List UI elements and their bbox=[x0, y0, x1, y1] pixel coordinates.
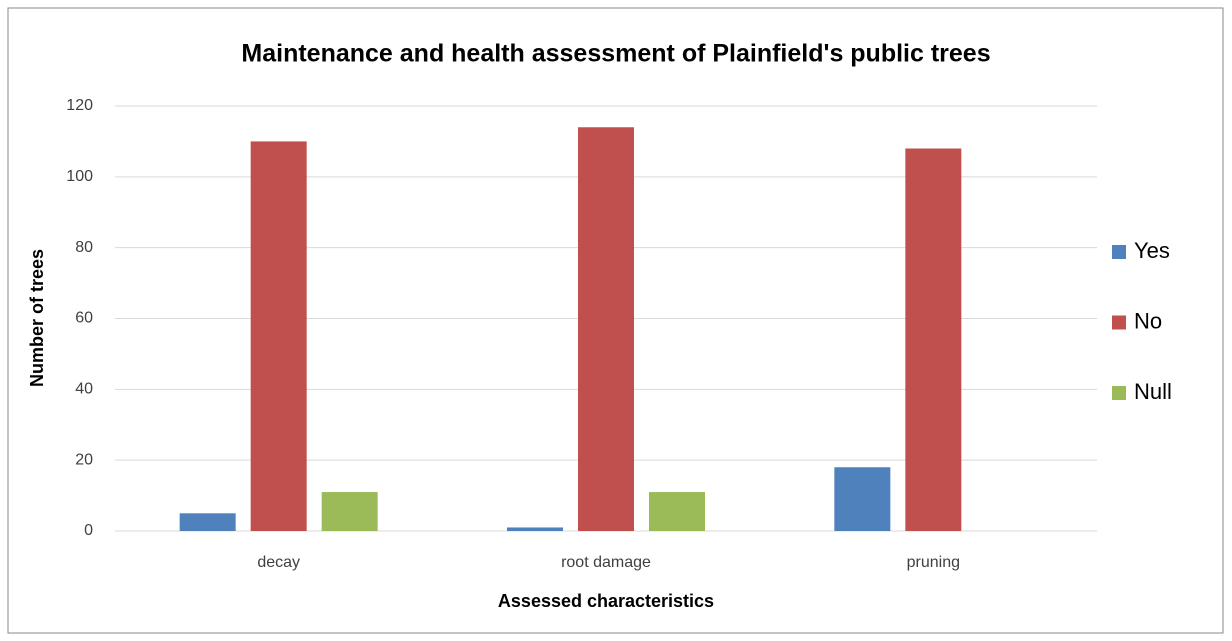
y-tick-label: 20 bbox=[75, 451, 93, 468]
chart-title: Maintenance and health assessment of Pla… bbox=[241, 40, 990, 68]
x-tick-label: decay bbox=[257, 554, 300, 571]
x-tick-label: root damage bbox=[561, 554, 651, 571]
bar bbox=[179, 513, 236, 531]
bar bbox=[578, 127, 634, 531]
y-tick-label: 60 bbox=[75, 310, 93, 327]
y-tick-label: 120 bbox=[66, 97, 93, 114]
y-tick-label: 40 bbox=[75, 381, 93, 398]
y-tick-label: 100 bbox=[66, 168, 93, 185]
legend-label: No bbox=[1134, 308, 1162, 333]
y-tick-label: 0 bbox=[84, 522, 93, 539]
x-tick-label: pruning bbox=[907, 554, 960, 571]
y-tick-label: 80 bbox=[75, 239, 93, 256]
legend-swatch bbox=[1112, 315, 1126, 330]
bar bbox=[321, 492, 378, 531]
x-axis-title: Assessed characteristics bbox=[498, 591, 714, 611]
legend-label: Yes bbox=[1134, 238, 1170, 263]
bar bbox=[649, 492, 705, 531]
bar bbox=[834, 467, 891, 531]
legend-swatch bbox=[1112, 386, 1126, 400]
bar bbox=[250, 141, 307, 531]
bar bbox=[507, 527, 563, 531]
y-axis-title: Number of trees bbox=[27, 249, 47, 387]
legend-label: Null bbox=[1134, 379, 1172, 404]
legend-swatch bbox=[1112, 245, 1126, 259]
bar bbox=[905, 148, 962, 531]
